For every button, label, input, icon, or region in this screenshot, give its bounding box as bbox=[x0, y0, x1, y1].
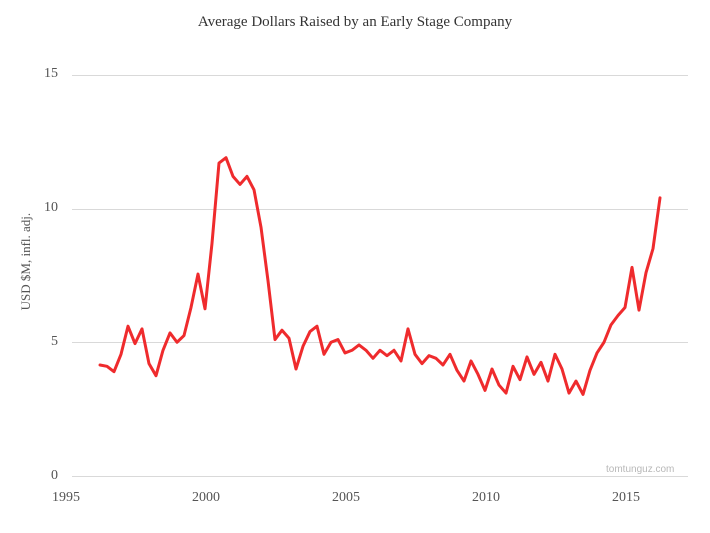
x-tick-label: 1995 bbox=[52, 490, 80, 506]
x-tick-label: 2015 bbox=[612, 490, 640, 506]
y-tick-label: 15 bbox=[44, 66, 58, 82]
line-chart: Average Dollars Raised by an Early Stage… bbox=[0, 0, 710, 533]
y-tick-label: 10 bbox=[44, 200, 58, 216]
y-tick-label: 0 bbox=[51, 468, 58, 484]
watermark: tomtunguz.com bbox=[606, 464, 674, 475]
x-tick-label: 2005 bbox=[332, 490, 360, 506]
x-tick-label: 2010 bbox=[472, 490, 500, 506]
y-tick-label: 5 bbox=[51, 334, 58, 350]
x-tick-label: 2000 bbox=[192, 490, 220, 506]
data-series-line bbox=[100, 158, 660, 395]
plot-area bbox=[0, 0, 710, 533]
